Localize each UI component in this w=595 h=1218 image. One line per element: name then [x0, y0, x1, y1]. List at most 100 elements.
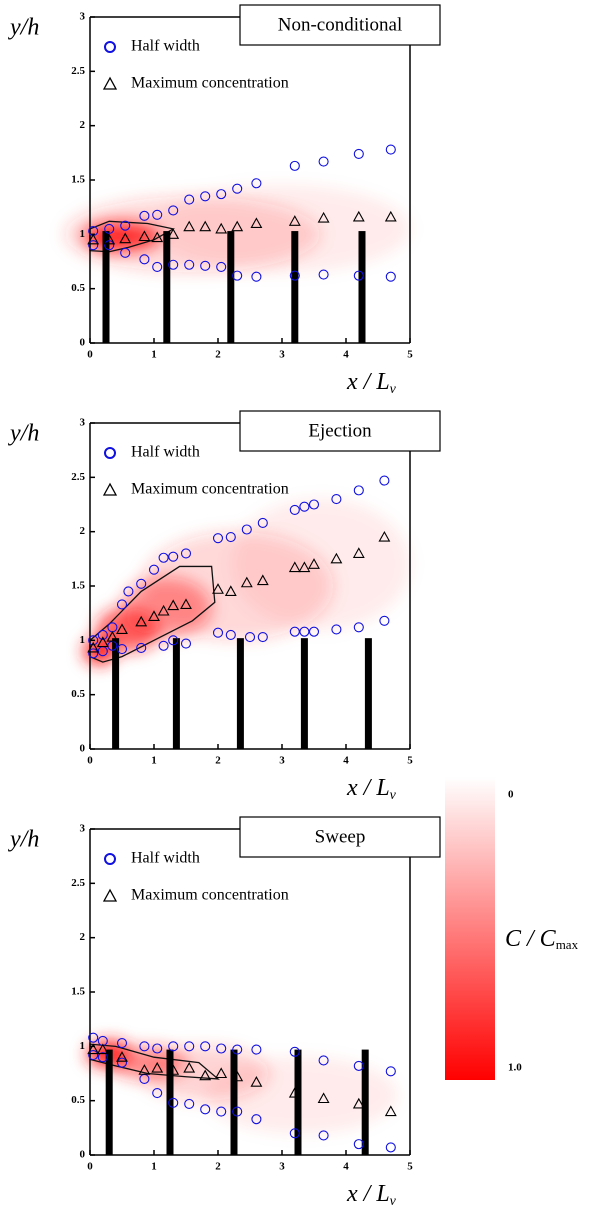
- half-width-point: [318, 269, 329, 280]
- half-width-point: [116, 643, 128, 655]
- y-tick-label: 3: [80, 417, 86, 429]
- chart-title: Ejection: [308, 420, 372, 441]
- title-box: [239, 816, 441, 858]
- concentration-field: [64, 185, 410, 273]
- legend-marker: [102, 76, 118, 90]
- half-width-point: [152, 1088, 163, 1099]
- max-concentration-point: [96, 636, 109, 648]
- half-width-point: [139, 254, 150, 265]
- half-width-point: [116, 1057, 128, 1068]
- obstacle: [358, 231, 366, 343]
- half-width-point: [200, 260, 211, 271]
- x-axis-label-sub: v: [390, 1194, 397, 1209]
- half-width-point: [257, 632, 268, 643]
- half-width-point: [158, 640, 169, 651]
- max-concentration-point: [212, 583, 224, 594]
- half-width-point: [180, 548, 192, 559]
- colorbar-label-main: C / C: [505, 926, 557, 952]
- half-width-point: [225, 629, 236, 640]
- x-tick-label: 5: [407, 349, 413, 361]
- x-axis-label-sub: v: [390, 788, 397, 803]
- y-tick-label: 3: [80, 11, 86, 23]
- obstacle: [300, 638, 308, 749]
- half-width-point: [116, 599, 128, 610]
- x-tick-label: 1: [151, 1161, 157, 1173]
- x-axis-label-main: x / L: [346, 1181, 390, 1207]
- half-width-point: [289, 626, 300, 637]
- half-width-point: [184, 259, 195, 270]
- y-tick-label: 2: [80, 119, 86, 131]
- legend-label: Half width: [131, 850, 200, 867]
- y-tick-label: 0: [80, 337, 86, 349]
- colorbar-label-sub: max: [556, 937, 579, 952]
- half-width-point: [244, 632, 256, 643]
- obstacle: [102, 231, 110, 343]
- y-tick-label: 3: [80, 823, 86, 835]
- y-tick-label: 1: [80, 228, 86, 240]
- max-concentration-point: [352, 210, 365, 222]
- half-width-point: [168, 1041, 179, 1052]
- colorbar-tick-label: 0: [508, 789, 514, 801]
- half-width-point: [184, 1098, 195, 1109]
- half-width-point: [136, 642, 147, 653]
- legend-label: Maximum concentration: [131, 887, 289, 904]
- half-width-point: [152, 209, 163, 220]
- legend-label: Maximum concentration: [131, 75, 289, 92]
- half-width-point: [289, 270, 300, 281]
- max-concentration-point: [330, 552, 343, 564]
- max-concentration-point: [256, 574, 269, 586]
- half-width-point: [331, 494, 342, 505]
- max-concentration-point: [288, 561, 301, 573]
- half-width-point: [331, 624, 342, 635]
- x-tick-label: 0: [87, 1161, 93, 1173]
- half-width-point: [232, 270, 243, 281]
- concentration-blob: [154, 185, 410, 273]
- half-width-point: [318, 156, 329, 167]
- max-concentration-point: [384, 1105, 397, 1117]
- y-tick-label: 1: [80, 1040, 86, 1052]
- max-concentration-point: [167, 1064, 180, 1075]
- title-box: [239, 410, 441, 452]
- max-concentration-point: [106, 630, 119, 642]
- max-concentration-point: [317, 211, 330, 223]
- half-width-point: [308, 626, 320, 637]
- max-concentration-point: [103, 233, 116, 245]
- y-tick-label: 1.5: [71, 580, 85, 592]
- x-axis-label-sub: v: [390, 382, 397, 397]
- x-tick-label: 2: [215, 1161, 221, 1173]
- max-concentration-point: [224, 585, 237, 596]
- half-width-point: [120, 220, 131, 231]
- y-tick-label: 1.5: [71, 986, 85, 998]
- max-concentration-point: [199, 1069, 212, 1081]
- max-concentration-point: [183, 1061, 196, 1073]
- half-width-point: [289, 160, 300, 171]
- x-tick-label: 3: [279, 1161, 285, 1173]
- x-tick-label: 4: [343, 755, 349, 767]
- half-width-point: [318, 1130, 329, 1141]
- half-width-point: [232, 1106, 243, 1117]
- half-width-point: [97, 629, 108, 640]
- half-width-point: [200, 1041, 211, 1052]
- max-concentration-point: [87, 641, 100, 653]
- colorbar-tick-label: 1.0: [508, 1062, 522, 1074]
- half-width-point: [241, 524, 252, 535]
- half-width-point: [184, 194, 195, 205]
- half-width-point: [88, 240, 99, 251]
- half-width-point: [251, 1044, 262, 1055]
- half-width-point: [88, 1032, 99, 1043]
- y-tick-label: 0.5: [71, 1094, 85, 1106]
- x-tick-label: 2: [215, 755, 221, 767]
- max-concentration-point: [288, 215, 301, 226]
- y-axis-label: y/h: [8, 827, 39, 853]
- y-tick-label: 0: [80, 1149, 86, 1161]
- max-concentration-point: [180, 598, 192, 610]
- x-tick-label: 3: [279, 755, 285, 767]
- y-tick-label: 0.5: [71, 282, 85, 294]
- max-concentration-point: [384, 210, 397, 222]
- half-width-point: [136, 578, 147, 589]
- half-width-point: [353, 1139, 364, 1150]
- max-concentration-point: [116, 1051, 128, 1062]
- x-tick-label: 2: [215, 349, 221, 361]
- half-width-point: [148, 564, 160, 575]
- legend-marker: [104, 447, 116, 459]
